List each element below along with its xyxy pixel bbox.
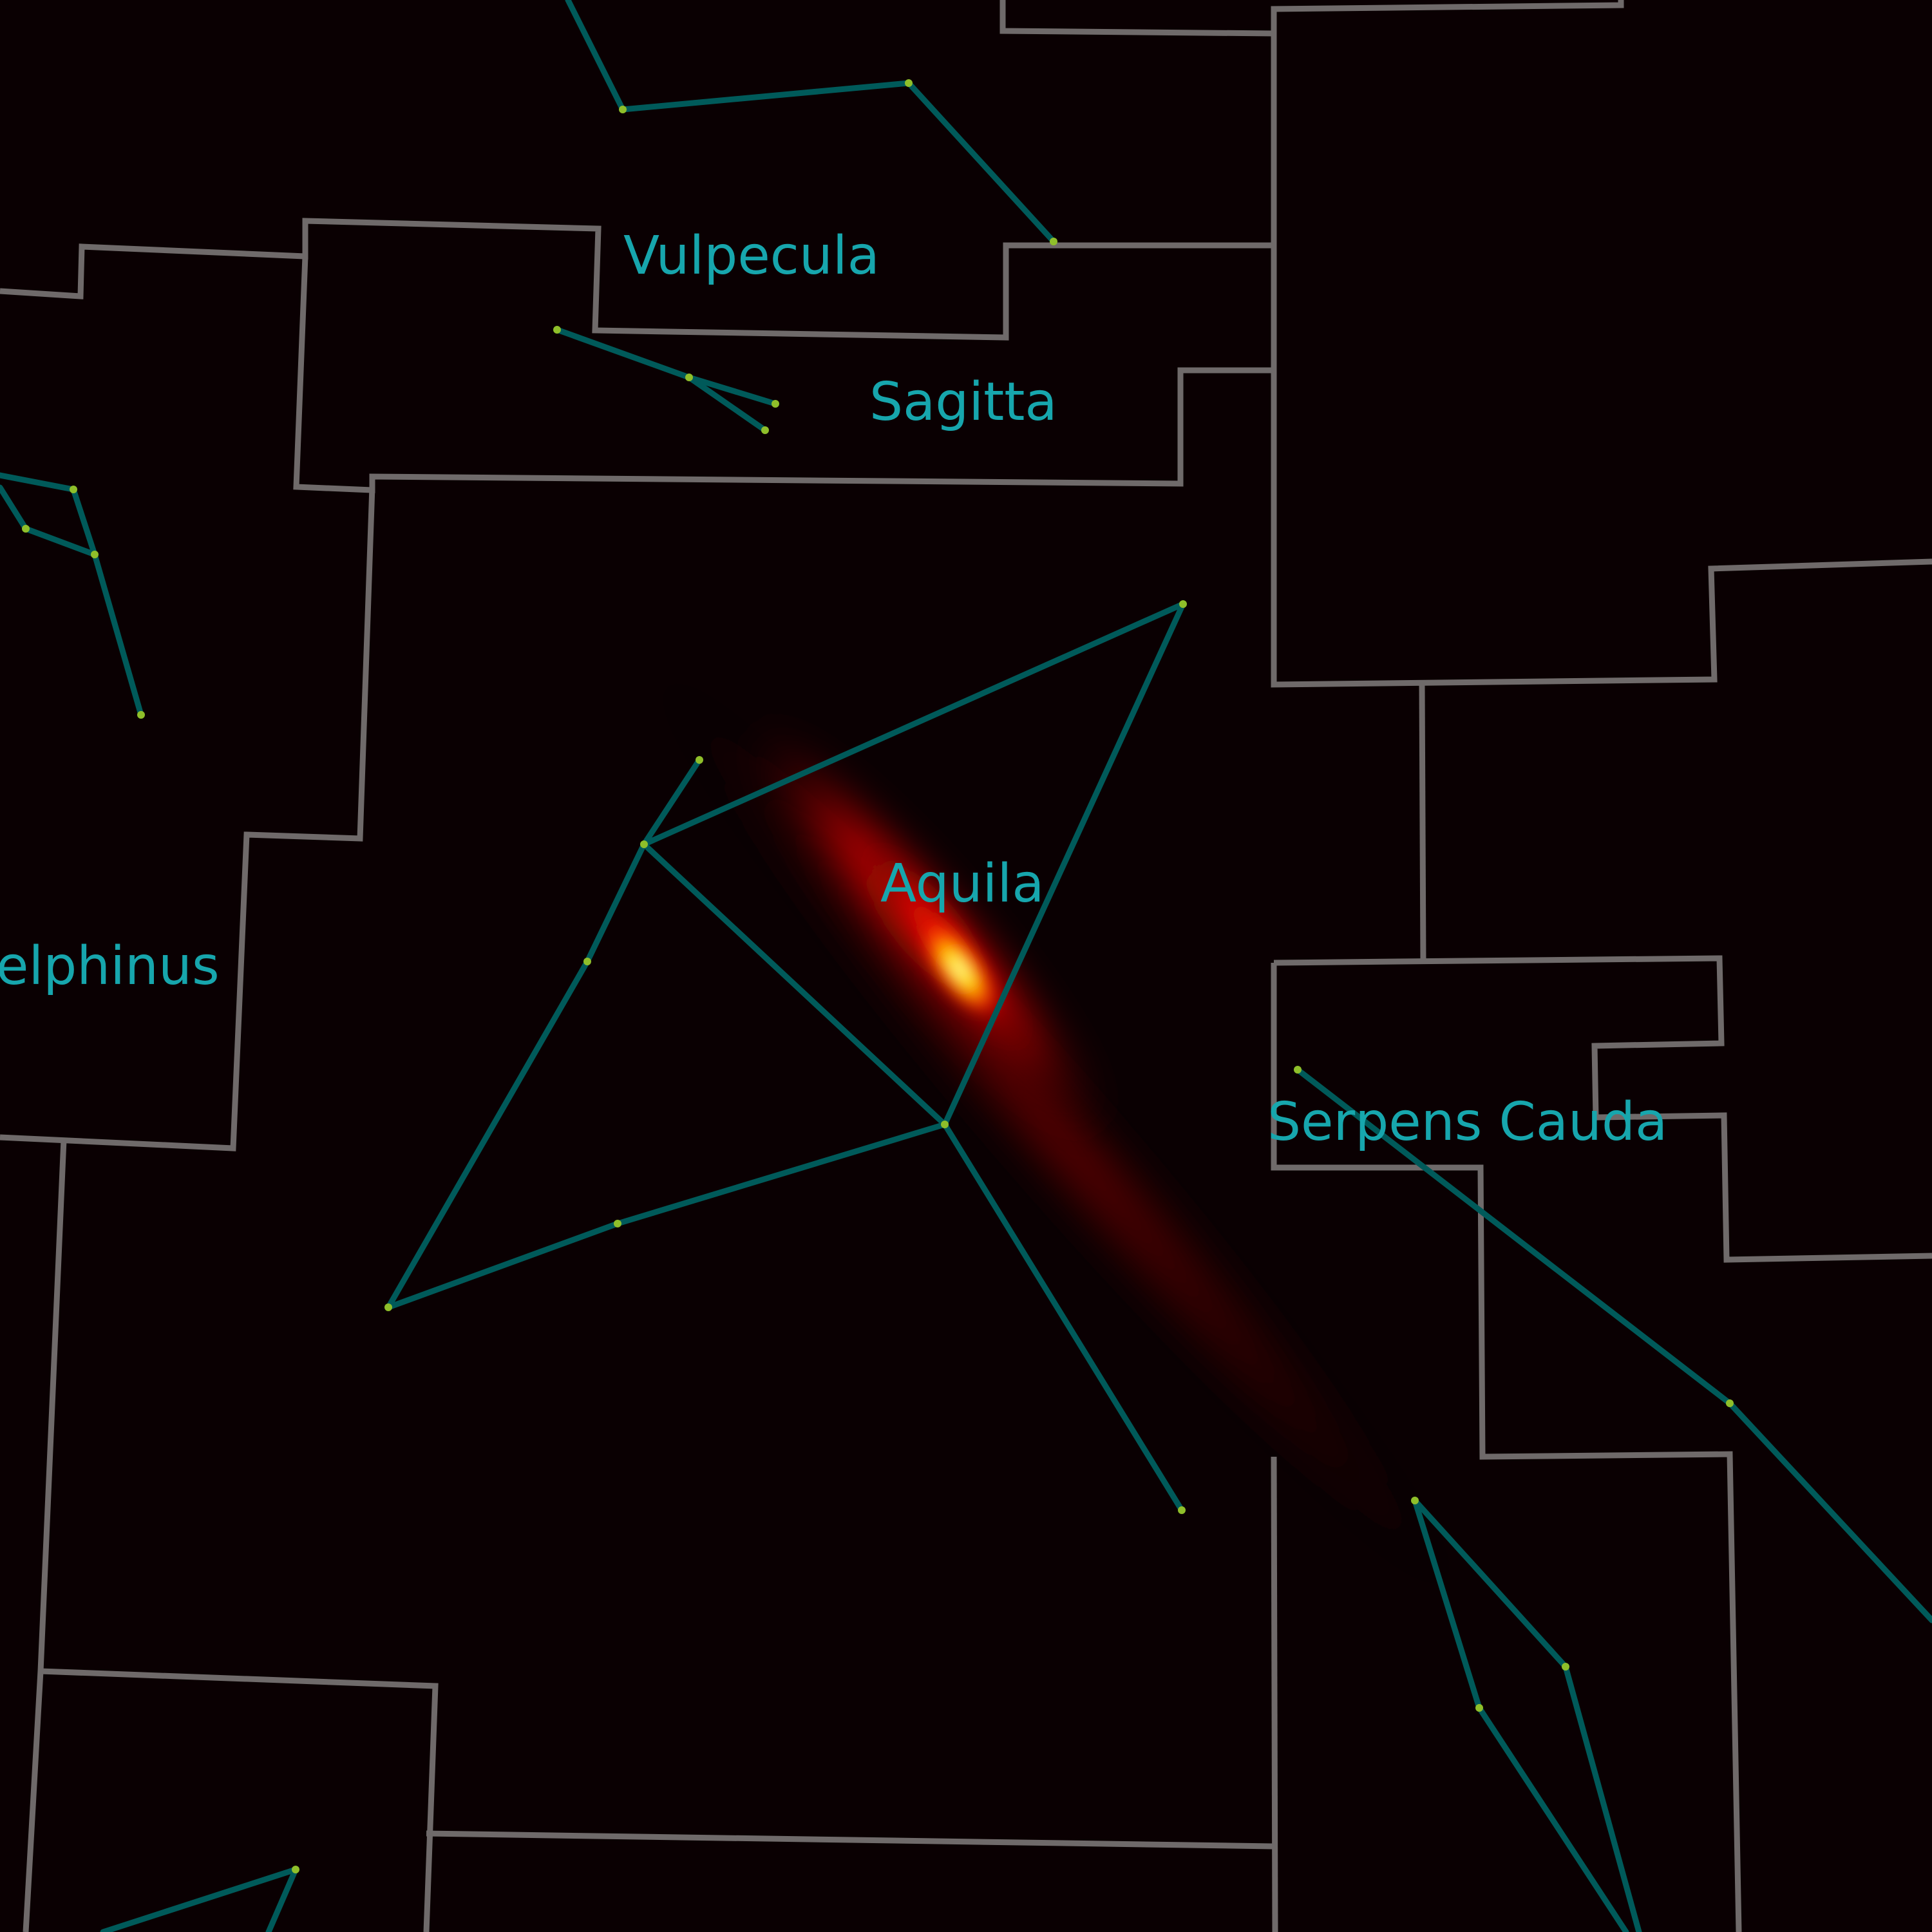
star — [70, 486, 77, 493]
star — [1726, 1399, 1734, 1407]
star — [137, 711, 145, 719]
probability-glow — [632, 646, 1481, 1621]
label-sagitta: Sagitta — [869, 372, 1057, 433]
boundary-serpens-box — [1273, 955, 1932, 1263]
boundary-aquila-southwest — [40, 1668, 439, 1932]
constellation-labels: Vulpecula Sagitta Aquila elphinus Serpen… — [0, 225, 1667, 1153]
boundary-serpens-upper — [1419, 684, 1426, 963]
star — [941, 1121, 949, 1128]
boundary-sagitta-box — [0, 218, 1274, 341]
label-delphinus: elphinus — [0, 936, 220, 997]
star — [696, 756, 703, 764]
boundary-sagitta-lower — [293, 256, 1274, 493]
star — [1179, 600, 1187, 608]
star — [292, 1866, 299, 1873]
figure-vulpecula — [565, 0, 1057, 245]
boundary-meridian-upper — [1271, 9, 1932, 688]
star — [640, 840, 648, 848]
star — [22, 525, 30, 533]
boundary-delphinus-right — [0, 486, 375, 1151]
star — [1178, 1506, 1186, 1514]
star — [614, 1220, 621, 1227]
star — [91, 551, 99, 558]
star — [1411, 1497, 1419, 1504]
label-aquila: Aquila — [880, 853, 1045, 914]
star — [1294, 1066, 1302, 1074]
star — [1050, 238, 1057, 245]
star — [685, 374, 693, 381]
boundary-serpens-left — [1271, 963, 1742, 1932]
star — [1562, 1663, 1569, 1671]
boundary-scutum-east — [1271, 1456, 1278, 1932]
figure-aquila-tail — [942, 1121, 1185, 1513]
star — [384, 1303, 392, 1311]
label-vulpecula: Vulpecula — [623, 225, 880, 287]
star — [1475, 1704, 1483, 1712]
figure-sagitta-branch — [686, 374, 768, 433]
star — [761, 426, 769, 434]
glow-core — [922, 923, 997, 1016]
star-markers — [22, 79, 1734, 1873]
star — [553, 326, 561, 334]
label-serpens-cauda: Serpens Cauda — [1267, 1092, 1667, 1153]
boundary-aquila-south — [426, 1830, 1274, 1850]
figure-delphinus-tail — [91, 551, 144, 718]
star — [619, 106, 627, 113]
star — [772, 400, 779, 408]
star — [905, 79, 913, 87]
star — [583, 958, 591, 965]
